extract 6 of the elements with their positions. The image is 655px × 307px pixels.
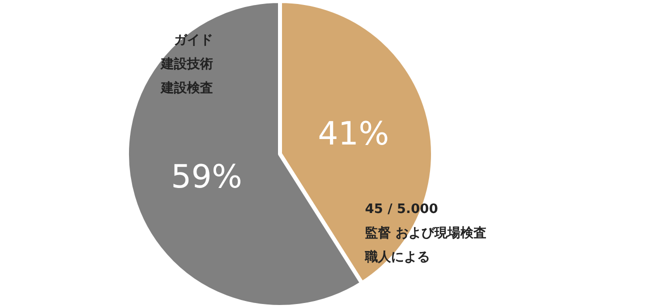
- text: 監督 および現場検査: [365, 225, 487, 241]
- data-label: 59%: [170, 157, 242, 196]
- text: 職人による: [364, 249, 430, 265]
- text: 建設検査: [160, 80, 213, 96]
- data-label: 41%: [318, 114, 390, 153]
- text: 建設技術: [160, 56, 213, 72]
